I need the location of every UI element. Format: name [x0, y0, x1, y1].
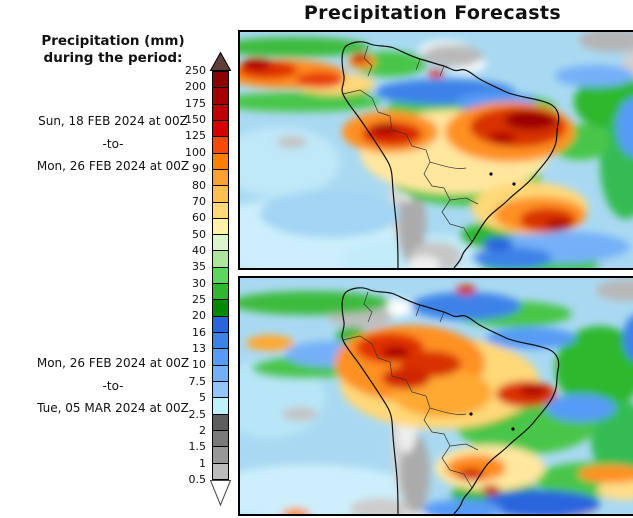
colorbar-label: 90	[192, 162, 206, 176]
colorbar-segment	[213, 251, 228, 268]
colorbar-segment	[213, 316, 228, 333]
colorbar-label: 30	[192, 276, 206, 290]
colorbar-under-arrow-icon	[210, 480, 231, 506]
colorbar-segment	[213, 169, 228, 187]
period-2-start: Mon, 26 FEB 2024 at 00Z	[36, 356, 190, 370]
period-2-separator: -to-	[102, 378, 124, 393]
colorbar-label: 20	[192, 309, 206, 323]
period-1-dates: Sun, 18 FEB 2024 at 00Z -to- Mon, 26 FEB…	[0, 110, 226, 178]
colorbar-segment	[213, 72, 228, 89]
coastline-and-borders	[341, 287, 560, 514]
colorbar-segment	[213, 381, 228, 399]
colorbar-segment	[213, 186, 228, 203]
colorbar-label: 125	[185, 129, 206, 143]
colorbar-label: 80	[192, 178, 206, 192]
station-markers	[489, 172, 516, 186]
colorbar-segment	[213, 137, 228, 154]
colorbar-segment	[213, 463, 228, 479]
colorbar-segment	[213, 430, 228, 448]
period-2-dates: Mon, 26 FEB 2024 at 00Z -to- Tue, 05 MAR…	[0, 352, 226, 420]
colorbar-label: 150	[185, 113, 206, 127]
colorbar-segment	[213, 218, 228, 236]
period-1-separator: -to-	[102, 136, 124, 151]
colorbar-segment	[213, 104, 228, 121]
colorbar-label: 1.5	[188, 440, 207, 454]
precipitation-heading-line2: during the period:	[43, 50, 183, 66]
colorbar-segment	[213, 398, 228, 415]
precipitation-shading	[240, 32, 633, 268]
colorbar-label: 2.5	[188, 407, 207, 421]
precipitation-heading-line1: Precipitation (mm)	[41, 33, 185, 49]
colorbar-segment	[213, 365, 228, 382]
period-2-end: Tue, 05 MAR 2024 at 00Z	[37, 401, 189, 415]
colorbar-label: 10	[192, 358, 206, 372]
colorbar-over-arrow-icon	[210, 52, 231, 71]
colorbar-segment	[213, 284, 228, 301]
colorbar-segment	[213, 349, 228, 366]
colorbar-segment	[213, 333, 228, 350]
colorbar-label: 13	[192, 342, 206, 356]
colorbar-segment	[213, 153, 228, 170]
colorbar-label: 7.5	[188, 374, 207, 388]
colorbar-segment	[213, 267, 228, 285]
colorbar-label: 200	[185, 80, 206, 94]
colorbar-segment	[213, 300, 228, 317]
colorbar-segment	[213, 414, 228, 431]
colorbar-label: 100	[185, 145, 206, 159]
colorbar-label: 50	[192, 227, 206, 241]
colorbar-label: 250	[185, 64, 206, 77]
colorbar-segment	[213, 447, 228, 464]
forecast-map-week2	[238, 276, 633, 516]
colorbar	[212, 71, 229, 480]
colorbar-segment	[213, 235, 228, 252]
colorbar-label: 175	[185, 96, 206, 110]
colorbar-label: 40	[192, 243, 206, 257]
colorbar-segment	[213, 88, 228, 105]
colorbar-label: 2	[199, 423, 206, 437]
precipitation-heading: Precipitation (mm) during the period:	[0, 33, 226, 67]
colorbar-label: 25	[192, 293, 206, 307]
colorbar-labels: 250 200 175 150 125 100 90 80 70 60 50 40 35 30 25 20 16…	[150, 0, 206, 518]
colorbar-segment	[213, 202, 228, 219]
colorbar-label: 70	[192, 194, 206, 208]
colorbar-label: 0.5	[188, 473, 207, 486]
colorbar-label: 16	[192, 325, 206, 339]
precipitation-shading	[240, 279, 633, 514]
colorbar-label: 1	[199, 456, 206, 470]
forecast-map-week1	[238, 30, 633, 270]
colorbar-label: 5	[199, 391, 206, 405]
colorbar-label: 60	[192, 211, 206, 225]
coastline-and-borders	[341, 41, 560, 268]
period-1-start: Sun, 18 FEB 2024 at 00Z	[38, 114, 188, 128]
colorbar-label: 35	[192, 260, 206, 274]
period-1-end: Mon, 26 FEB 2024 at 00Z	[36, 159, 190, 173]
station-markers	[469, 412, 515, 431]
page-title: Precipitation Forecasts	[303, 2, 562, 24]
colorbar-segment	[213, 120, 228, 138]
